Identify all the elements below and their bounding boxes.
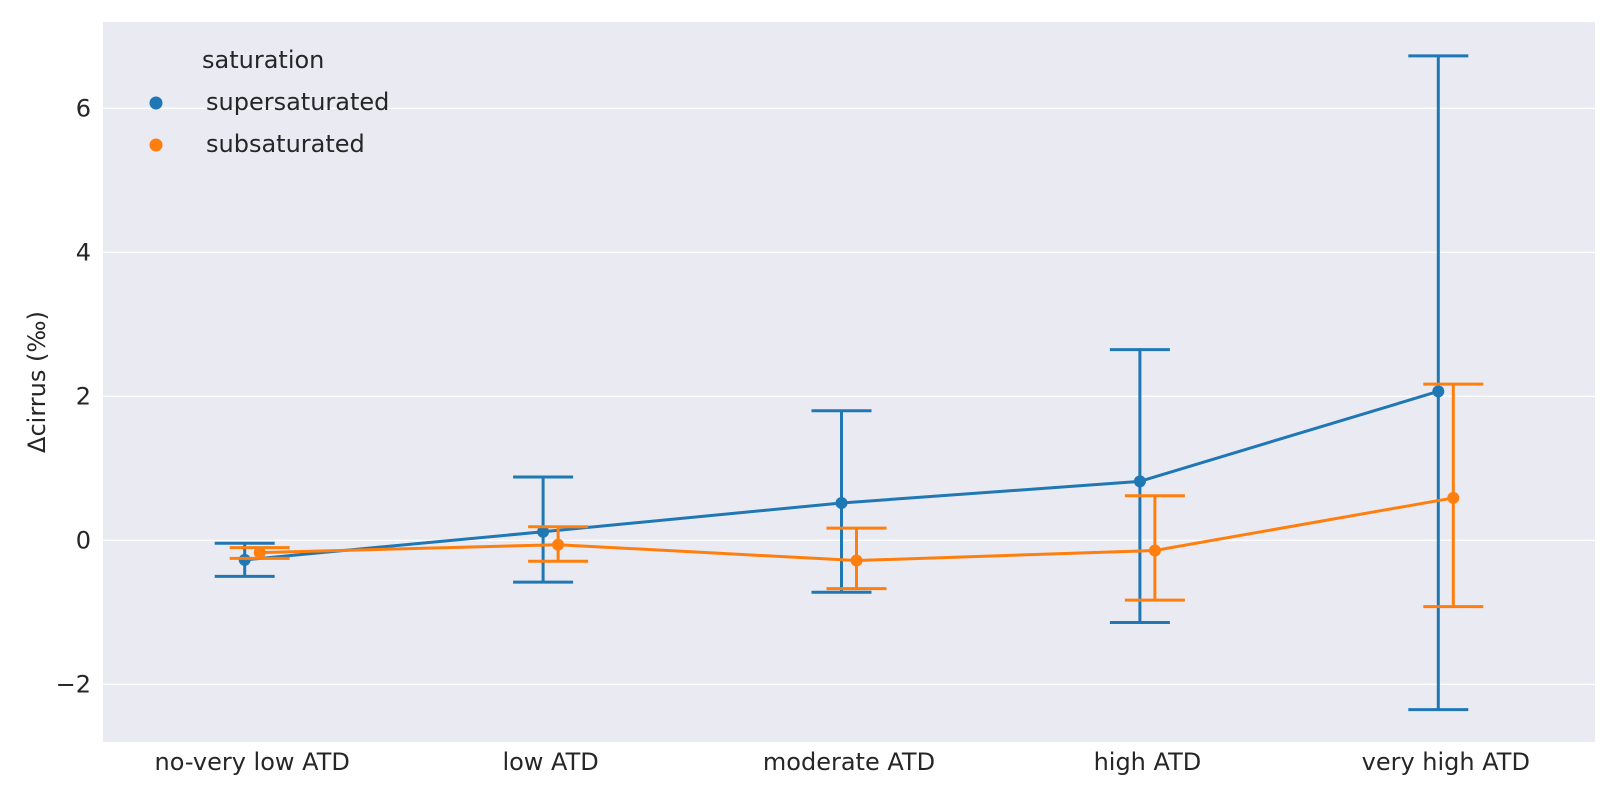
data-point [552,538,565,551]
data-point [1133,475,1146,488]
plot-background [103,22,1595,742]
data-point [1148,544,1161,557]
data-point [253,546,266,559]
y-tick-label: 6 [76,94,91,122]
legend-label-supersaturated: supersaturated [206,88,389,116]
series-supersaturated [214,54,1469,712]
series-subsaturated [229,382,1484,609]
x-tick-label: high ATD [1094,748,1202,776]
series-layer [214,54,1484,712]
legend-label-subsaturated: subsaturated [206,130,365,158]
y-tick-label: 0 [76,526,91,554]
x-tick-labels: no-very low ATD low ATD moderate ATD high A… [155,748,1530,776]
data-point [850,554,863,567]
y-axis-label: Δcirrus (‰) [23,311,51,453]
legend-marker-subsaturated [149,138,163,152]
y-tick-labels: −2 0 2 4 6 [56,94,91,698]
x-tick-label: low ATD [502,748,598,776]
data-point [1447,491,1460,504]
x-tick-label: no-very low ATD [155,748,350,776]
legend-marker-supersaturated [149,96,163,110]
grid [103,107,1595,686]
legend: saturation supersaturated subsaturated [149,46,389,158]
data-point [835,496,848,509]
x-tick-label: moderate ATD [763,748,935,776]
data-point [1432,385,1445,398]
data-point [537,525,550,538]
legend-title: saturation [202,46,324,74]
y-tick-label: −2 [56,670,91,698]
y-tick-label: 2 [76,382,91,410]
x-tick-label: very high ATD [1362,748,1530,776]
y-tick-label: 4 [76,238,91,266]
